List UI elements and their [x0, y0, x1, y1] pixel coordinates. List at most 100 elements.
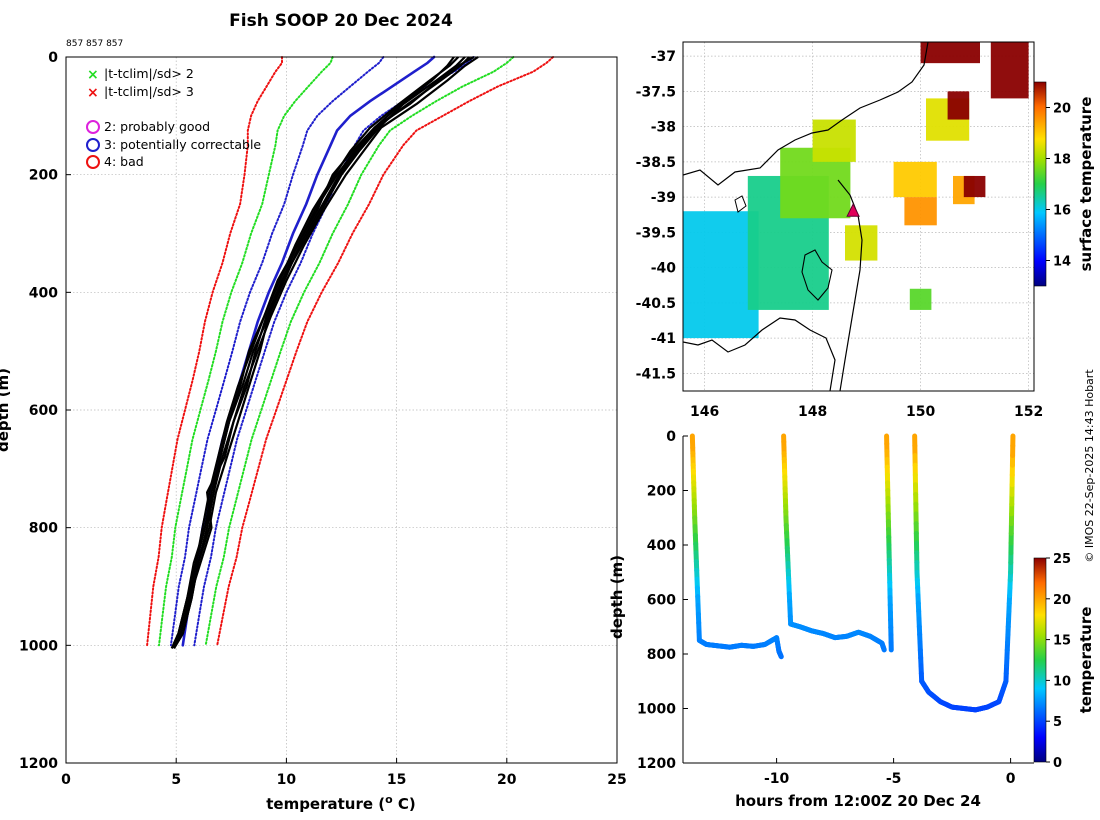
- legend-flag3-label: 3: potentially correctable: [104, 137, 261, 152]
- flinders-island: [801, 249, 833, 301]
- legend-crit3-marker: ×: [87, 85, 99, 101]
- credit-text: © IMOS 22-Sep-2025 14:43 Hobart: [1083, 369, 1096, 563]
- section-y-tick-label: 0: [666, 429, 676, 445]
- sst-cell: [904, 197, 937, 226]
- map-lat-tick-label: -41: [651, 331, 676, 347]
- sst-field: [683, 42, 1029, 339]
- profile-y-tick-label: 1000: [19, 638, 58, 654]
- section-x-tick-label: -10: [764, 771, 790, 787]
- legend-flag2-marker: [86, 120, 100, 134]
- section-y-tick-label: 1000: [637, 702, 676, 718]
- section-x-tick-label: 0: [1006, 771, 1016, 787]
- legend-crit2-label: |t-tclim|/sd> 2: [104, 66, 194, 81]
- profile-legend: × |t-tclim|/sd> 2 × |t-tclim|/sd> 3 2: p…: [86, 66, 261, 169]
- sst-cell: [893, 161, 937, 198]
- sst-cell: [920, 42, 980, 64]
- temperature-profile-line: [170, 56, 455, 649]
- map-lat-tick-label: -38.5: [636, 155, 676, 171]
- section-y-tick-label: 600: [647, 593, 676, 609]
- sst-cell: [812, 119, 856, 162]
- sst-cell: [947, 91, 970, 120]
- temp-colorbar-label: temperature: [1077, 607, 1095, 714]
- sst-cell: [990, 42, 1029, 99]
- profile-x-tick-label: 15: [387, 772, 406, 788]
- sst-colorbar: [1033, 81, 1047, 287]
- map-lon-tick-label: 148: [798, 404, 827, 420]
- figure-title: Fish SOOP 20 Dec 2024: [229, 11, 453, 31]
- profile-y-tick-label: 600: [29, 403, 58, 419]
- clim-minus-3sd-line: [146, 56, 283, 647]
- clim-minus-1sd-line: [169, 56, 385, 647]
- profile-x-tick-label: 0: [61, 772, 71, 788]
- sst-colorbar-tick-label: 18: [1053, 153, 1071, 168]
- profile-x-tick-label: 10: [277, 772, 297, 788]
- sst-map: 146 148 150 152 -37 -37.5 -38 -38.5 -39 -39.5 -40 -…: [636, 41, 1095, 420]
- temp-colorbar-tick-label: 25: [1053, 552, 1071, 567]
- clim-minus-2sd-line: [158, 56, 334, 647]
- sst-colorbar-tick-label: 14: [1053, 255, 1071, 270]
- section-y-label: depth (m): [608, 555, 626, 639]
- section-y-tick-label: 1200: [637, 756, 676, 772]
- clim-plus-2sd-line: [204, 56, 515, 647]
- sst-colorbar-tick-label: 16: [1053, 204, 1071, 219]
- map-lat-tick-label: -37: [651, 49, 676, 65]
- section-ticks: -10 -5 0 0 200 400 600 800 1000 1200: [637, 429, 1034, 787]
- section-y-tick-label: 200: [647, 484, 676, 500]
- legend-crit2-marker: ×: [87, 67, 99, 83]
- profile-series: [170, 56, 479, 649]
- section-x-label: hours from 12:00Z 20 Dec 24: [735, 792, 981, 810]
- map-lon-tick-label: 152: [1014, 404, 1043, 420]
- tasmania-coast-north: [683, 317, 836, 391]
- sst-colorbar-label: surface temperature: [1077, 97, 1095, 272]
- map-lat-tick-label: -39: [651, 190, 676, 206]
- temperature-profile-line: [173, 56, 466, 649]
- vessel-marker: [846, 203, 860, 217]
- coastline: [683, 42, 929, 391]
- clim-plus-3sd-line: [216, 56, 555, 647]
- legend-flag3-marker: [86, 138, 100, 152]
- section-x-tick-label: -5: [886, 771, 902, 787]
- map-lon-tick-label: 150: [906, 404, 935, 420]
- east-coast: [837, 179, 863, 391]
- map-lat-tick-label: -39.5: [636, 225, 676, 241]
- section-y-tick-label: 800: [647, 647, 676, 663]
- map-lat-tick-label: -41.5: [636, 366, 676, 382]
- section-plot-area: [683, 436, 1034, 763]
- island-small: [734, 195, 747, 213]
- map-lon-tick-label: 146: [690, 404, 719, 420]
- profile-x-label: temperature (o C): [266, 793, 416, 813]
- profile-x-tick-label: 20: [497, 772, 517, 788]
- sst-colorbar-tick-label: 20: [1053, 102, 1071, 117]
- temp-colorbar-tick-label: 5: [1053, 715, 1062, 730]
- profile-y-label: depth (m): [0, 368, 12, 452]
- profile-x-tick-label: 5: [171, 772, 181, 788]
- profile-y-tick-label: 400: [29, 285, 58, 301]
- temp-colorbar-ticks: 0 5 10 15 20 25: [1046, 552, 1071, 771]
- sst-colorbar-ticks: 14 16 18 20: [1046, 102, 1071, 270]
- temp-colorbar-tick-label: 10: [1053, 674, 1071, 689]
- profile-y-tick-label: 0: [48, 50, 58, 66]
- map-lat-tick-label: -40: [651, 261, 677, 277]
- mainland-coast-north: [683, 42, 929, 186]
- section-y-tick-label: 400: [647, 538, 676, 554]
- platform-ids: 857 857 857: [66, 39, 123, 49]
- map-lat-tick-label: -37.5: [636, 84, 676, 100]
- profile-chart: 0 5 10 15 20 25 0 200 400 600 800 1000 1200 × |t-tcl…: [0, 50, 627, 813]
- map-lat-tick-label: -40.5: [636, 296, 676, 312]
- profile-y-tick-label: 800: [29, 521, 58, 537]
- map-lat-tick-label: -38: [651, 120, 676, 136]
- profile-ticks: 0 5 10 15 20 25 0 200 400 600 800 1000 1200: [19, 50, 627, 788]
- sst-cell: [909, 288, 932, 310]
- temp-colorbar-tick-label: 0: [1053, 756, 1062, 771]
- vessel-marker-triangle: [846, 203, 860, 217]
- legend-flag4-marker: [86, 155, 100, 169]
- legend-crit3-label: |t-tclim|/sd> 3: [104, 84, 194, 99]
- temperature-profile-line: [170, 56, 475, 649]
- temp-colorbar-tick-label: 15: [1053, 634, 1071, 649]
- profile-y-tick-label: 1200: [19, 756, 58, 772]
- climatology-lines: [146, 55, 555, 647]
- legend-flag2-label: 2: probably good: [104, 119, 210, 134]
- sst-cell: [963, 175, 986, 198]
- temp-colorbar: [1033, 557, 1047, 763]
